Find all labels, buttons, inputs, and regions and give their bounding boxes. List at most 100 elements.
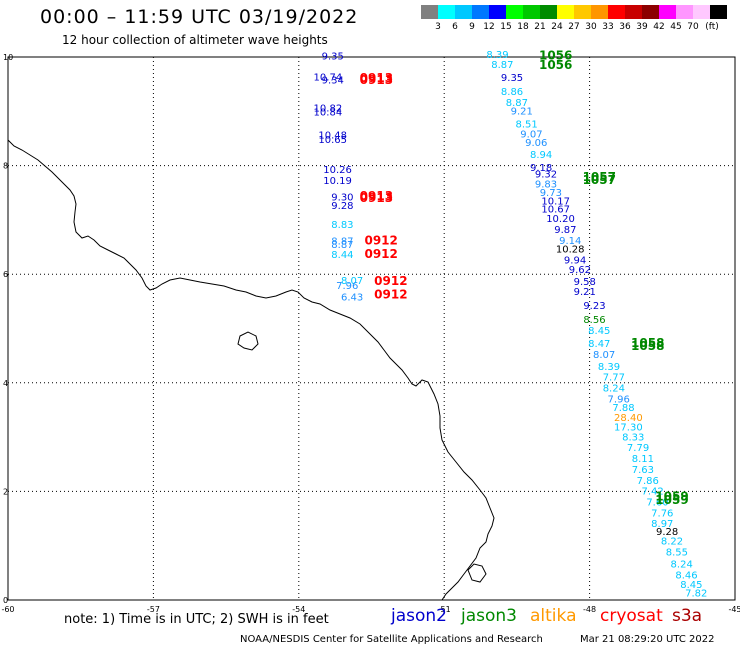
swh-value-label: 9.14 xyxy=(559,236,581,247)
pass-time-label: 1059 xyxy=(655,490,688,504)
pass-time-label: 0912 xyxy=(364,247,397,261)
swh-value-label: 10.74 xyxy=(314,72,343,83)
pass-time-label: 0913 xyxy=(360,191,393,205)
data-marks: 9.3510.749.3410.8210.8410.4810.6510.2610… xyxy=(314,49,708,600)
swh-value-label: 8.44 xyxy=(331,250,353,261)
swh-value-label: 10.48 xyxy=(318,130,347,141)
scale-label: 6 xyxy=(452,22,458,32)
map-frame xyxy=(7,56,736,601)
swh-value-label: 7.42 xyxy=(641,487,663,498)
scale-swatch xyxy=(438,5,455,19)
pass-time-label: 0913 xyxy=(360,189,393,203)
pass-time-label: 1056 xyxy=(539,58,572,72)
pass-time-label: 1056 xyxy=(539,49,572,63)
swh-value-label: 8.51 xyxy=(515,120,537,131)
lon-tick-label: -45 xyxy=(728,605,740,614)
scale-swatch xyxy=(693,5,710,19)
swh-value-label: 6.43 xyxy=(341,292,363,303)
swh-value-label: 9.30 xyxy=(331,192,353,203)
scale-swatch xyxy=(455,5,472,19)
swh-value-label: 7.76 xyxy=(651,508,673,519)
swh-value-label: 8.39 xyxy=(486,50,508,61)
scale-label: 21 xyxy=(534,22,546,32)
swh-value-label: 7.77 xyxy=(603,373,625,384)
swh-value-label: 9.21 xyxy=(574,287,596,298)
axis-labels: -60 -57 -54 -51 -48 -45 10 8 6 4 2 0 xyxy=(1,53,740,614)
pass-time-label: 0912 xyxy=(374,274,407,288)
lat-tick-label: 2 xyxy=(3,487,8,496)
lon-tick-label: -60 xyxy=(1,605,14,614)
swh-value-label: 10.17 xyxy=(541,197,570,208)
swh-value-label: 10.82 xyxy=(314,103,343,114)
swh-value-label: 10.19 xyxy=(323,176,352,187)
swh-value-label: 7.63 xyxy=(632,465,654,476)
lat-tick-label: 10 xyxy=(3,53,13,62)
swh-value-label: 7.86 xyxy=(637,476,659,487)
swh-value-label: 10.67 xyxy=(541,204,570,215)
island-marajo xyxy=(467,563,487,583)
pass-time-label: 1059 xyxy=(655,493,688,507)
swh-value-label: 8.87 xyxy=(491,60,513,71)
swh-value-label: 8.97 xyxy=(651,519,673,530)
swh-value-label: 8.24 xyxy=(671,559,693,570)
scale-swatch xyxy=(421,5,438,19)
lat-tick-label: 4 xyxy=(3,379,8,388)
pass-time-label: 0912 xyxy=(374,288,407,302)
scale-swatch xyxy=(625,5,642,19)
map-grid xyxy=(7,56,736,601)
swh-value-label: 9.58 xyxy=(574,277,596,288)
scale-swatch xyxy=(472,5,489,19)
swh-value-label: 8.07 xyxy=(593,350,615,361)
scale-swatch xyxy=(591,5,608,19)
pass-time-label: 0912 xyxy=(364,233,397,247)
map-subtitle: 12 hour collection of altimeter wave hei… xyxy=(62,33,328,47)
swh-value-label: 10.84 xyxy=(314,108,343,119)
scale-label: 36 xyxy=(619,22,631,32)
swh-value-label: 9.28 xyxy=(656,527,678,538)
swh-value-label: 8.46 xyxy=(675,570,697,581)
swh-value-label: 10.65 xyxy=(318,135,347,146)
scale-label: 33 xyxy=(602,22,614,32)
swh-value-label: 8.94 xyxy=(530,150,552,161)
scale-label: 42 xyxy=(653,22,665,32)
swh-value-label: 10.26 xyxy=(323,165,352,176)
map-title: 00:00 – 11:59 UTC 03/19/2022 xyxy=(40,6,359,28)
swh-value-label: 8.47 xyxy=(588,339,610,350)
swh-value-label: 9.83 xyxy=(535,179,557,190)
swh-value-label: 9.35 xyxy=(322,52,344,63)
scale-swatch xyxy=(557,5,574,19)
swh-value-label: 8.45 xyxy=(680,580,702,591)
swh-value-label: 8.87 xyxy=(331,236,353,247)
lon-tick-label: -48 xyxy=(583,605,596,614)
pass-time-label: 0913 xyxy=(360,71,393,85)
scale-swatch xyxy=(523,5,540,19)
swh-value-label: 9.06 xyxy=(525,138,547,149)
legend-jason3: jason3 xyxy=(461,606,517,626)
swh-value-label: 9.07 xyxy=(520,129,542,140)
swh-value-label: 28.40 xyxy=(614,413,643,424)
swh-value-label: 7.96 xyxy=(608,394,630,405)
scale-swatch xyxy=(489,5,506,19)
generated-timestamp: Mar 21 08:29:20 UTC 2022 xyxy=(580,634,715,645)
scale-swatch xyxy=(642,5,659,19)
swh-value-label: 9.18 xyxy=(530,163,552,174)
swh-value-label: 8.24 xyxy=(603,383,625,394)
scale-swatch xyxy=(574,5,591,19)
legend-s3a: s3a xyxy=(672,606,703,626)
swh-value-label: 8.55 xyxy=(666,547,688,558)
swh-value-label: 17.30 xyxy=(614,423,643,434)
scale-label: 39 xyxy=(636,22,648,32)
swh-value-label: 7.82 xyxy=(685,589,707,600)
swh-value-label: 7.60 xyxy=(646,498,668,509)
scale-swatch xyxy=(659,5,676,19)
scale-label: 12 xyxy=(483,22,495,32)
swh-value-label: 9.28 xyxy=(331,201,353,212)
swh-value-label: 9.87 xyxy=(554,225,576,236)
legend-altika: altika xyxy=(530,606,577,626)
pass-time-label: 1057 xyxy=(583,173,616,187)
swh-value-label: 9.73 xyxy=(540,188,562,199)
swh-value-label: 10.28 xyxy=(556,244,585,255)
scale-swatch xyxy=(608,5,625,19)
pass-time-label: 0913 xyxy=(360,73,393,87)
